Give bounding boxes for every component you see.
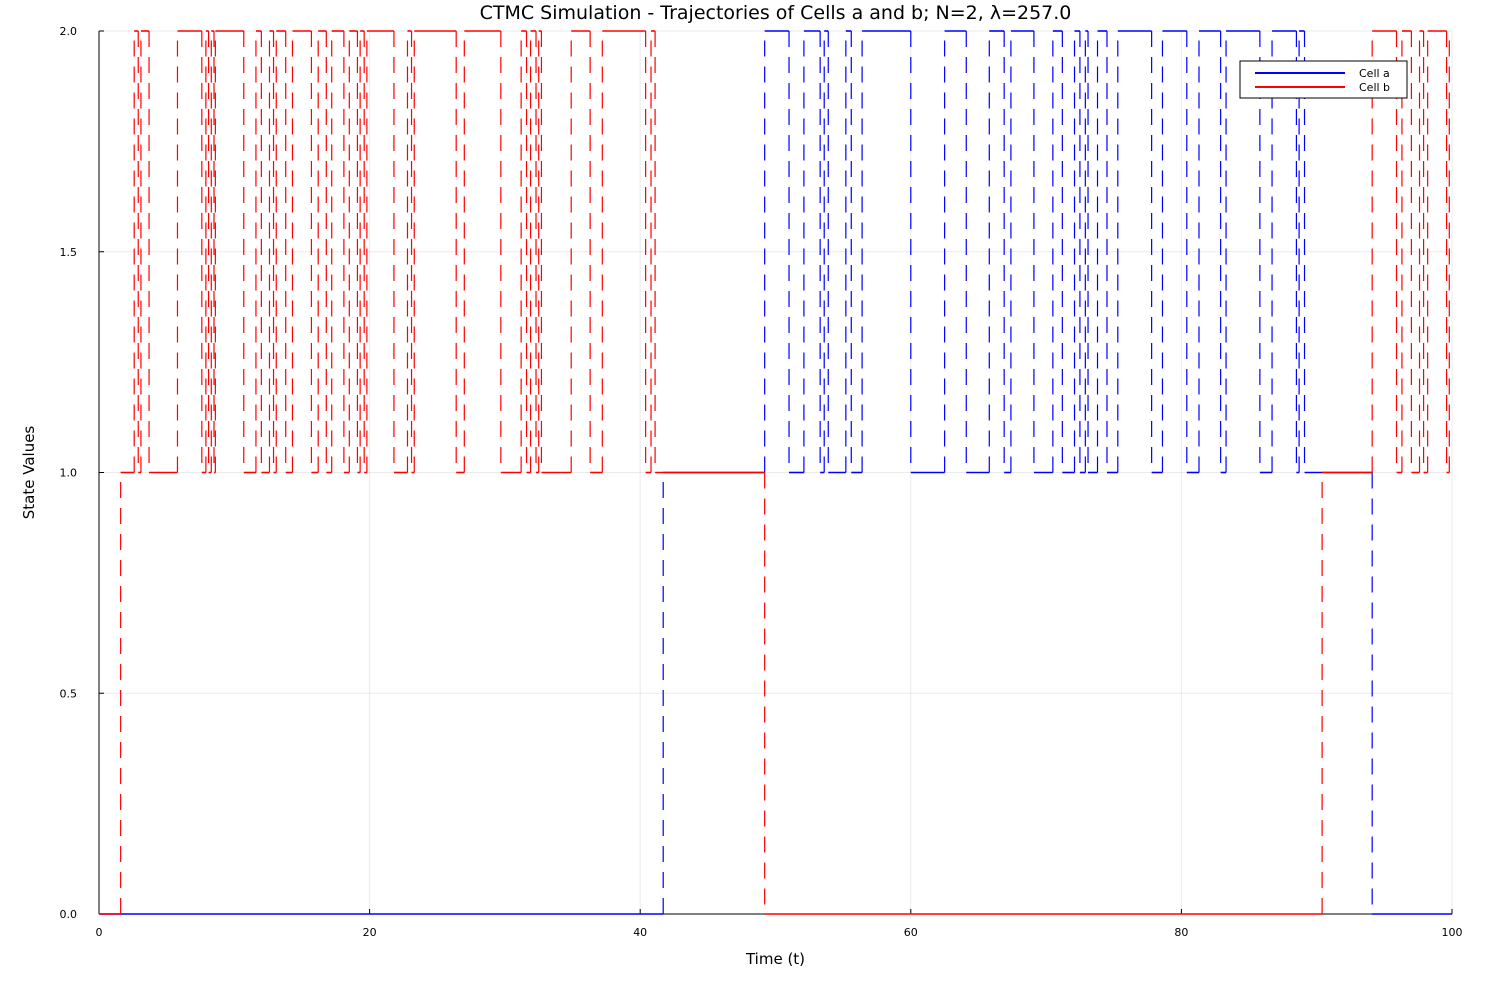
legend-box xyxy=(1239,60,1408,99)
x-tick-label: 0 xyxy=(96,926,103,939)
series-cell-b xyxy=(99,30,1450,915)
series xyxy=(99,30,1452,915)
series-cell-a xyxy=(99,30,1452,915)
tick-labels: 0 20 40 60 80 100 0.0 0.5 1.0 1.5 2.0 xyxy=(60,25,1463,939)
y-tick-label: 1.0 xyxy=(60,467,78,480)
y-axis-title: State Values xyxy=(20,426,38,520)
x-tick-label: 40 xyxy=(633,926,647,939)
grid xyxy=(98,30,1453,915)
legend-label: Cell a xyxy=(1359,67,1390,80)
y-tick-label: 0.5 xyxy=(60,687,78,700)
x-tick-label: 80 xyxy=(1174,926,1188,939)
y-tick-label: 0.0 xyxy=(60,908,78,921)
legend-label: Cell b xyxy=(1359,81,1390,94)
x-tick-label: 20 xyxy=(363,926,377,939)
y-tick-label: 1.5 xyxy=(60,246,78,259)
x-axis-title: Time (t) xyxy=(745,950,805,968)
chart-title: CTMC Simulation - Trajectories of Cells … xyxy=(480,2,1072,24)
y-tick-label: 2.0 xyxy=(60,25,78,38)
x-tick-label: 100 xyxy=(1442,926,1463,939)
x-tick-label: 60 xyxy=(904,926,918,939)
